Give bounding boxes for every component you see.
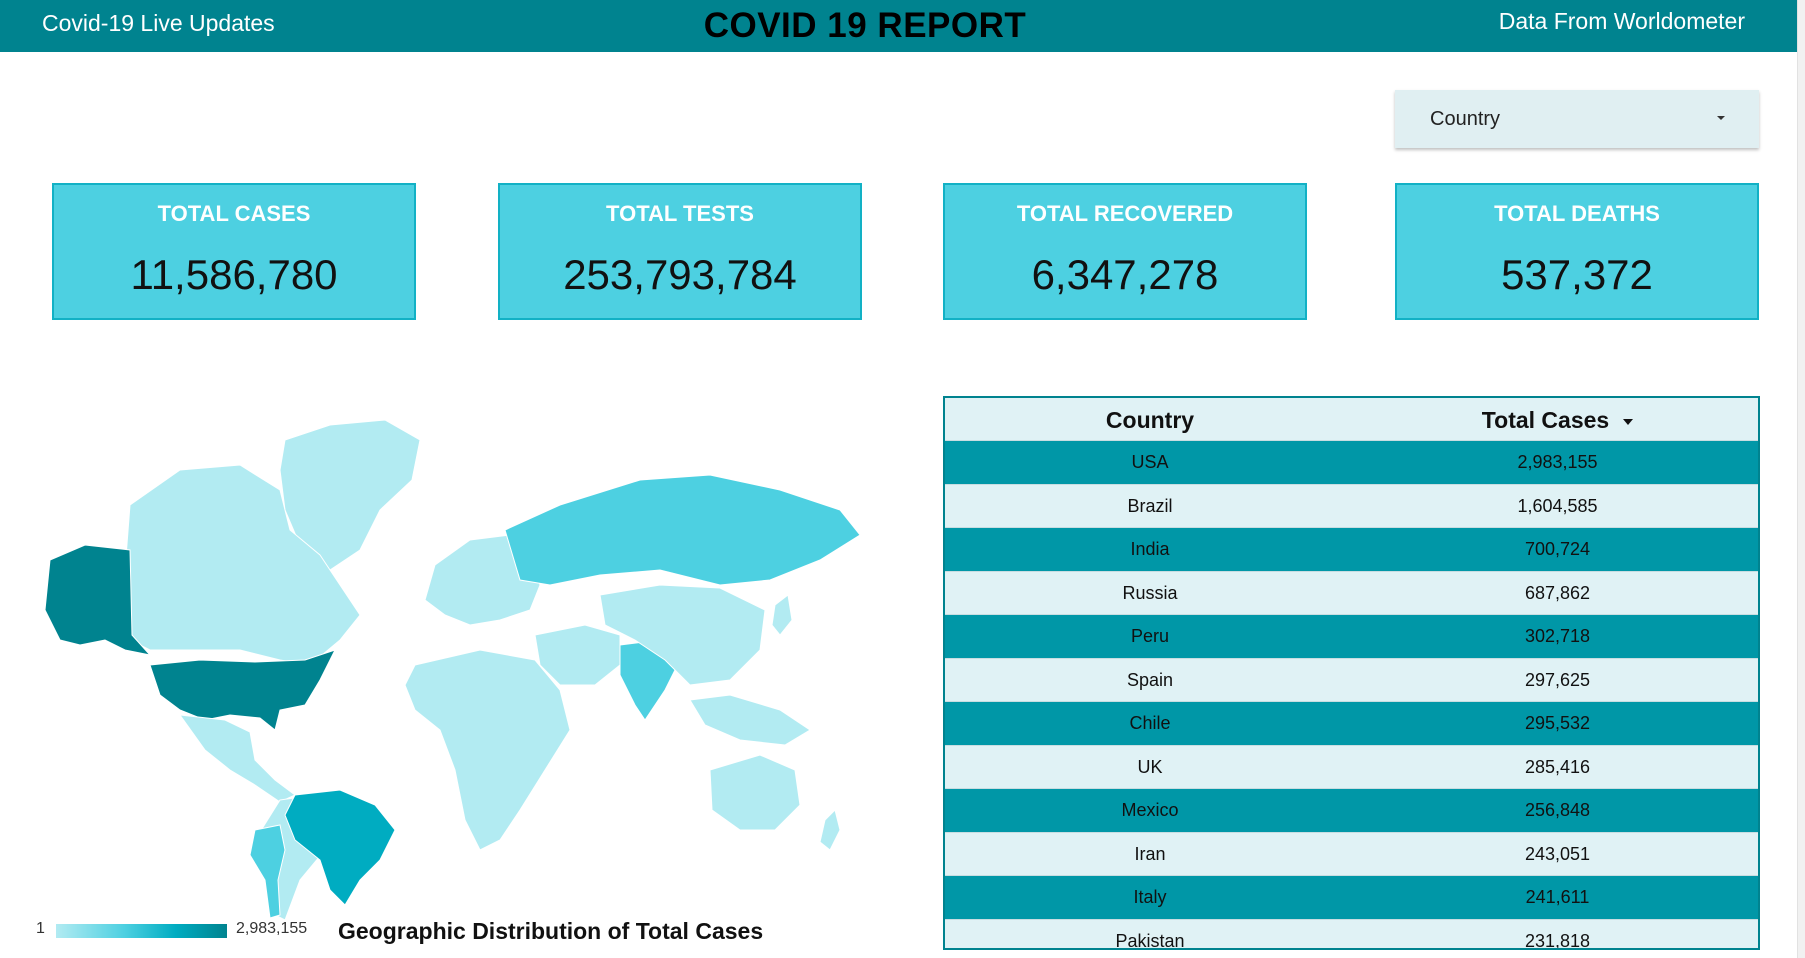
cell-country: Chile [1129, 713, 1171, 733]
legend-min: 1 [36, 920, 45, 937]
top-bar: Covid-19 Live Updates COVID 19 REPORT Da… [0, 0, 1797, 52]
table-row[interactable]: Brazil 1,604,585 [945, 483, 1758, 527]
table-row[interactable]: USA 2,983,155 [945, 440, 1758, 484]
map-region-mexico[interactable] [178, 714, 296, 803]
kpi-title: TOTAL CASES [157, 201, 311, 226]
table-row[interactable]: Mexico 256,848 [945, 788, 1758, 832]
data-source: Data From Worldometer [1498, 8, 1745, 34]
map-region-russia[interactable] [504, 474, 861, 586]
cell-total-cases: 243,051 [1524, 843, 1591, 864]
map-region-peru-chile[interactable] [249, 824, 286, 919]
cell-country: India [1130, 539, 1170, 559]
map-region-usa[interactable] [149, 649, 336, 731]
table-row[interactable]: Pakistan 231,818 [945, 918, 1758, 950]
cell-total-cases: 231,818 [1524, 930, 1591, 950]
cell-total-cases: 700,724 [1524, 539, 1591, 559]
cell-country: Pakistan [1115, 930, 1185, 950]
table-row[interactable]: UK 285,416 [945, 744, 1758, 788]
map-title: Geographic Distribution of Total Cases [338, 918, 764, 944]
kpi-total-tests: TOTAL TESTS 253,793,784 [498, 183, 862, 320]
report-title: COVID 19 REPORT [703, 6, 1027, 45]
map-region-china[interactable] [599, 584, 766, 686]
table-row[interactable]: Russia 687,862 [945, 570, 1758, 614]
table-row[interactable]: Peru 302,718 [945, 614, 1758, 658]
kpi-title: TOTAL RECOVERED [1016, 201, 1234, 226]
map-region-greenland[interactable] [279, 419, 421, 571]
table-row[interactable]: Chile 295,532 [945, 701, 1758, 745]
chevron-down-icon [1717, 116, 1725, 120]
map-region-europe[interactable] [424, 534, 541, 626]
map-region-alaska[interactable] [44, 544, 152, 656]
country-filter-label: Country [1430, 108, 1501, 130]
cell-total-cases: 687,862 [1524, 582, 1591, 603]
column-header-country[interactable]: Country [1105, 407, 1195, 433]
kpi-title: TOTAL DEATHS [1494, 201, 1660, 226]
table-header: Country Total Cases [945, 398, 1758, 440]
column-header-total-cases[interactable]: Total Cases [1355, 407, 1758, 434]
country-cases-table: Country Total Cases USA 2,983,155 Brazil 1,… [943, 396, 1760, 950]
map-region-southeast-asia[interactable] [689, 694, 811, 746]
cell-total-cases: 285,416 [1524, 756, 1591, 777]
cell-country: Spain [1126, 669, 1174, 690]
kpi-value: 11,586,780 [130, 251, 338, 298]
cell-country: USA [1131, 452, 1169, 472]
map-region-new-zealand[interactable] [819, 809, 841, 851]
cell-total-cases: 297,625 [1524, 669, 1591, 690]
cell-country: Mexico [1121, 800, 1179, 820]
kpi-total-deaths: TOTAL DEATHS 537,372 [1395, 183, 1759, 320]
map-region-australia[interactable] [709, 754, 801, 831]
cell-total-cases: 1,604,585 [1517, 495, 1598, 516]
cell-country: UK [1137, 756, 1163, 777]
country-filter-dropdown[interactable]: Country [1395, 90, 1759, 148]
kpi-value: 6,347,278 [1031, 251, 1219, 298]
kpi-title: TOTAL TESTS [606, 201, 754, 226]
kpi-total-cases: TOTAL CASES 11,586,780 [52, 183, 416, 320]
cell-total-cases: 302,718 [1524, 626, 1591, 646]
legend-max: 2,983,155 [236, 920, 308, 937]
sort-desc-icon [1623, 418, 1634, 425]
world-map[interactable] [40, 410, 865, 920]
cell-total-cases: 2,983,155 [1517, 452, 1598, 472]
map-region-brazil[interactable] [284, 789, 396, 906]
legend-gradient [56, 924, 227, 938]
cell-country: Italy [1133, 887, 1167, 907]
table-row[interactable]: India 700,724 [945, 527, 1758, 571]
kpi-value: 253,793,784 [563, 251, 797, 298]
kpi-value: 537,372 [1501, 251, 1653, 298]
kpi-total-recovered: TOTAL RECOVERED 6,347,278 [943, 183, 1307, 320]
cell-country: Peru [1130, 626, 1170, 646]
cell-country: Iran [1134, 843, 1166, 864]
map-region-japan[interactable] [771, 594, 793, 636]
cell-total-cases: 295,532 [1524, 713, 1591, 733]
table-row[interactable]: Iran 243,051 [945, 831, 1758, 875]
cell-country: Russia [1122, 582, 1178, 603]
cell-country: Brazil [1127, 495, 1173, 516]
table-row[interactable]: Italy 241,611 [945, 875, 1758, 919]
map-region-middle-east[interactable] [534, 624, 621, 686]
cell-total-cases: 256,848 [1524, 800, 1591, 820]
map-region-africa[interactable] [404, 649, 571, 851]
vertical-scrollbar[interactable] [1797, 0, 1805, 958]
map-region-canada[interactable] [124, 464, 361, 666]
cell-total-cases: 241,611 [1525, 887, 1590, 907]
table-row[interactable]: Spain 297,625 [945, 657, 1758, 701]
app-title: Covid-19 Live Updates [42, 10, 275, 36]
